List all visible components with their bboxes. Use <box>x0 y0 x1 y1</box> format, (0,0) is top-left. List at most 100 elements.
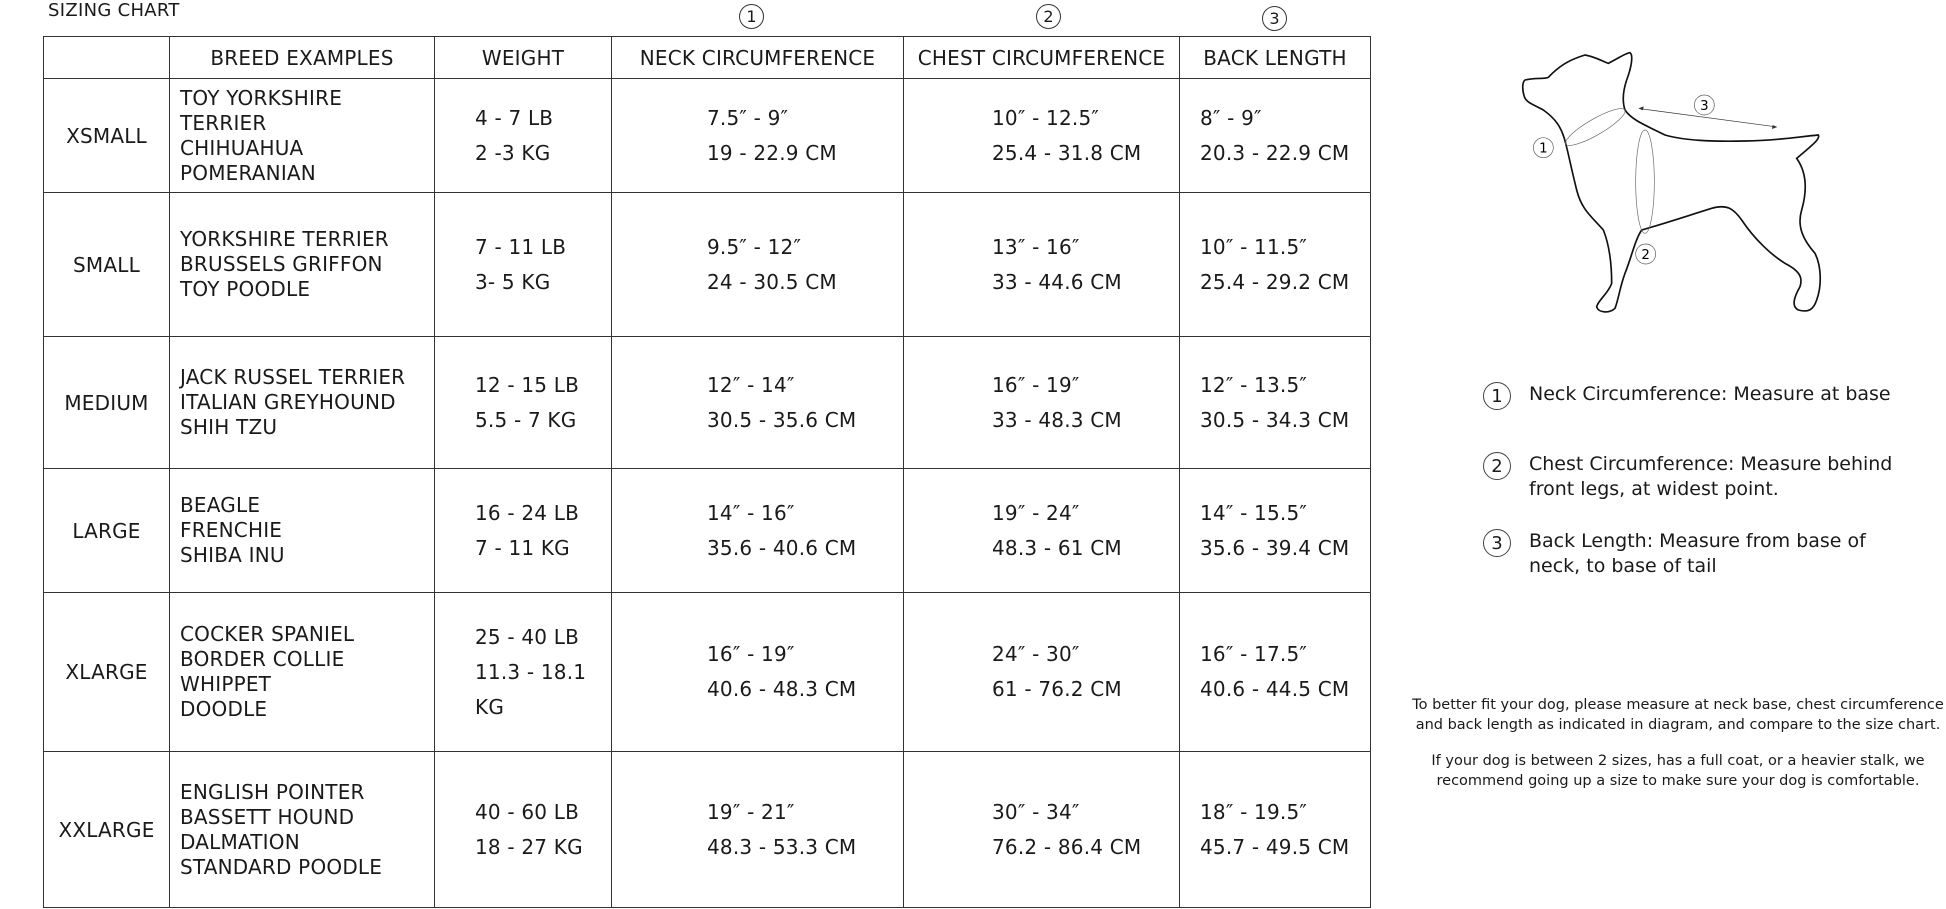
neck-cell: 9.5″ - 12″ 24 - 30.5 CM <box>611 192 904 337</box>
legend-neck: 1 Neck Circumference: Measure at base <box>1483 382 1929 410</box>
back-cell: 16″ - 17.5″ 40.6 - 44.5 CM <box>1179 592 1371 752</box>
back-metric: 45.7 - 49.5 CM <box>1200 834 1350 859</box>
weight-metric: 2 -3 KG <box>475 140 551 165</box>
size-label: MEDIUM <box>43 336 170 469</box>
breed-name: ITALIAN GREYHOUND <box>180 390 396 414</box>
chart-title: SIZING CHART <box>48 0 180 21</box>
neck-cell: 19″ - 21″ 48.3 - 53.3 CM <box>611 751 904 908</box>
chest-cell: 13″ - 16″ 33 - 44.6 CM <box>903 192 1180 337</box>
header-weight: WEIGHT <box>434 36 612 79</box>
header-size <box>43 36 170 79</box>
neck-imperial: 14″ - 16″ <box>707 500 795 525</box>
weight-metric: 18 - 27 KG <box>475 834 583 859</box>
back-metric: 25.4 - 29.2 CM <box>1200 269 1350 294</box>
header-breed: BREED EXAMPLES <box>169 36 435 79</box>
breed-name: CHIHUAHUA <box>180 135 304 160</box>
chest-cell: 19″ - 24″ 48.3 - 61 CM <box>903 468 1180 593</box>
neck-imperial: 16″ - 19″ <box>707 642 795 666</box>
legend-text: Back Length: Measure from base of neck, … <box>1529 530 1866 577</box>
breed-examples: YORKSHIRE TERRIER BRUSSELS GRIFFON TOY POO… <box>169 192 435 337</box>
back-marker: 3 <box>1262 6 1287 31</box>
back-metric: 40.6 - 44.5 CM <box>1200 677 1350 701</box>
size-label: SMALL <box>43 192 170 337</box>
breed-name: FRENCHIE <box>180 518 283 542</box>
back-imperial: 12″ - 13.5″ <box>1200 372 1308 397</box>
breed-examples: COCKER SPANIEL BORDER COLLIE WHIPPET DOODLE <box>169 592 435 752</box>
weight-metric: 5.5 - 7 KG <box>475 407 577 432</box>
neck-metric: 40.6 - 48.3 CM <box>707 677 857 701</box>
back-length-arrow <box>1639 108 1776 127</box>
breed-examples: TOY YORKSHIRE TERRIER CHIHUAHUA POMERANIAN <box>169 78 435 193</box>
neck-measure-ellipse <box>1565 108 1626 146</box>
weight-imperial: 25 - 40 LB <box>475 624 580 649</box>
legend-number-1: 1 <box>1483 382 1511 410</box>
diagram-marker-3: 3 <box>1700 99 1708 114</box>
chest-imperial: 19″ - 24″ <box>992 500 1080 525</box>
dog-outline <box>1521 51 1822 313</box>
breed-name: YORKSHIRE TERRIER <box>180 227 389 251</box>
chest-metric: 33 - 44.6 CM <box>992 269 1122 294</box>
size-row: MEDIUM JACK RUSSEL TERRIER ITALIAN GREYHOU… <box>43 336 1371 469</box>
back-imperial: 10″ - 11.5″ <box>1200 234 1308 259</box>
legend-chest: 2 Chest Circumference: Measure behind fr… <box>1483 452 1929 502</box>
chest-metric: 76.2 - 86.4 CM <box>992 834 1142 859</box>
weight-imperial: 12 - 15 LB <box>475 372 580 397</box>
back-metric: 20.3 - 22.9 CM <box>1200 140 1350 165</box>
neck-imperial: 9.5″ - 12″ <box>707 234 802 259</box>
neck-cell: 16″ - 19″ 40.6 - 48.3 CM <box>611 592 904 752</box>
sizing-table: BREED EXAMPLES WEIGHT NECK CIRCUMFERENCE… <box>43 36 1371 908</box>
neck-metric: 19 - 22.9 CM <box>707 140 837 165</box>
weight-imperial: 4 - 7 LB <box>475 105 554 130</box>
back-cell: 10″ - 11.5″ 25.4 - 29.2 CM <box>1179 192 1371 337</box>
breed-examples: BEAGLE FRENCHIE SHIBA INU <box>169 468 435 593</box>
legend-number-3: 3 <box>1483 529 1511 557</box>
back-imperial: 18″ - 19.5″ <box>1200 799 1308 824</box>
chest-marker: 2 <box>1036 4 1061 29</box>
legend-number-2: 2 <box>1483 452 1511 480</box>
weight-imperial: 40 - 60 LB <box>475 799 580 824</box>
weight-metric: 3- 5 KG <box>475 269 551 294</box>
weight-cell: 25 - 40 LB 11.3 - 18.1 KG <box>434 592 612 752</box>
neck-metric: 35.6 - 40.6 CM <box>707 535 857 560</box>
legend-back: 3 Back Length: Measure from base of neck… <box>1483 529 1909 579</box>
breed-name: DALMATION <box>180 829 300 854</box>
size-label: LARGE <box>43 468 170 593</box>
breed-name: STANDARD POODLE <box>180 854 383 879</box>
breed-name: COCKER SPANIEL <box>180 622 355 646</box>
chest-imperial: 24″ - 30″ <box>992 642 1080 666</box>
size-row: XLARGE COCKER SPANIEL BORDER COLLIE WHIPPET… <box>43 592 1371 752</box>
weight-cell: 7 - 11 LB 3- 5 KG <box>434 192 612 337</box>
chest-imperial: 30″ - 34″ <box>992 799 1080 824</box>
neck-cell: 12″ - 14″ 30.5 - 35.6 CM <box>611 336 904 469</box>
header-neck: NECK CIRCUMFERENCE <box>611 36 904 79</box>
dog-diagram: 1 2 3 <box>1521 51 1822 313</box>
neck-imperial: 7.5″ - 9″ <box>707 105 789 130</box>
breed-name: JACK RUSSEL TERRIER <box>180 365 406 389</box>
neck-cell: 7.5″ - 9″ 19 - 22.9 CM <box>611 78 904 193</box>
breed-name: TOY POODLE <box>180 277 311 301</box>
neck-cell: 14″ - 16″ 35.6 - 40.6 CM <box>611 468 904 593</box>
neck-metric: 24 - 30.5 CM <box>707 269 837 294</box>
size-row: LARGE BEAGLE FRENCHIE SHIBA INU 16 - 24 LB 7 … <box>43 468 1371 593</box>
legend-text: Chest Circumference: Measure behind fron… <box>1529 453 1893 500</box>
diagram-marker-2: 2 <box>1641 248 1649 263</box>
chest-measure-ellipse <box>1635 129 1655 234</box>
weight-cell: 4 - 7 LB 2 -3 KG <box>434 78 612 193</box>
chest-cell: 24″ - 30″ 61 - 76.2 CM <box>903 592 1180 752</box>
chest-metric: 61 - 76.2 CM <box>992 677 1122 701</box>
breed-name: ENGLISH POINTER <box>180 779 365 804</box>
weight-imperial: 16 - 24 LB <box>475 500 580 525</box>
size-label: XLARGE <box>43 592 170 752</box>
breed-name: BEAGLE <box>180 493 261 517</box>
neck-metric: 48.3 - 53.3 CM <box>707 834 857 859</box>
chest-metric: 33 - 48.3 CM <box>992 407 1122 432</box>
size-label: XSMALL <box>43 78 170 193</box>
chest-cell: 10″ - 12.5″ 25.4 - 31.8 CM <box>903 78 1180 193</box>
chest-imperial: 16″ - 19″ <box>992 372 1080 397</box>
chest-metric: 48.3 - 61 CM <box>992 535 1122 560</box>
legend-text: Neck Circumference: Measure at base <box>1529 383 1891 405</box>
breed-name: SHIH TZU <box>180 415 278 439</box>
back-cell: 18″ - 19.5″ 45.7 - 49.5 CM <box>1179 751 1371 908</box>
back-cell: 12″ - 13.5″ 30.5 - 34.3 CM <box>1179 336 1371 469</box>
back-imperial: 14″ - 15.5″ <box>1200 500 1308 525</box>
